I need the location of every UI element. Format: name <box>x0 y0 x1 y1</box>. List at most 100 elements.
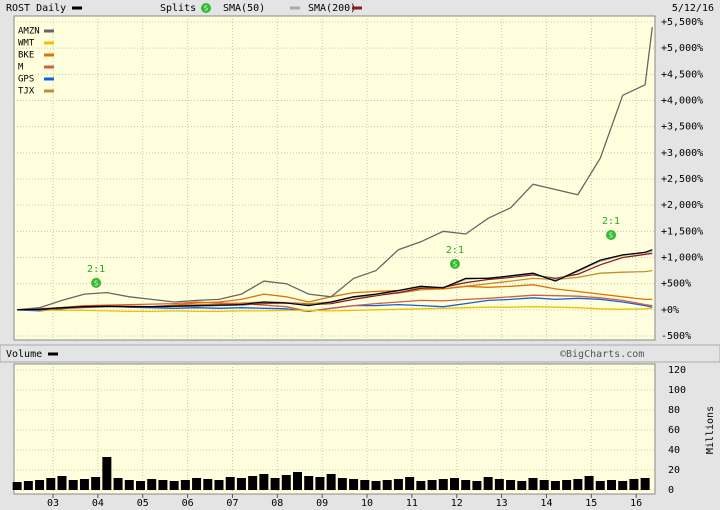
volume-bar <box>573 479 583 490</box>
splits-label: Splits <box>160 3 196 14</box>
volume-bar <box>281 475 291 490</box>
volume-bar <box>517 481 527 490</box>
volume-bar <box>12 482 22 490</box>
volume-bar <box>169 481 179 490</box>
volume-bar <box>113 478 123 490</box>
y-tick-label: +2,500% <box>661 174 703 185</box>
volume-bar <box>438 479 448 490</box>
x-tick-label: 16 <box>630 498 642 509</box>
split-icon: S <box>94 279 98 287</box>
x-tick-label: 05 <box>137 498 149 509</box>
y-tick-label: +3,500% <box>661 122 703 133</box>
y-tick-label: 120 <box>668 365 686 376</box>
series-line <box>17 249 653 311</box>
volume-bar <box>640 478 650 490</box>
x-tick-label: 13 <box>496 498 508 509</box>
legend-label: GPS <box>18 75 34 85</box>
volume-bar <box>494 479 504 490</box>
volume-bar <box>629 479 639 490</box>
volume-bar <box>349 479 359 490</box>
credit: ©BigCharts.com <box>560 349 644 360</box>
volume-bar <box>203 479 213 490</box>
volume-bar <box>584 476 594 490</box>
volume-bar <box>393 479 403 490</box>
volume-bar <box>427 480 437 490</box>
split-label: 2:1 <box>87 264 105 275</box>
y-axis-label: Millions <box>705 406 716 454</box>
volume-panel <box>13 363 656 495</box>
y-tick-label: 20 <box>668 465 680 476</box>
split-label: 2:1 <box>446 245 464 256</box>
series-line <box>17 27 653 311</box>
volume-bar <box>337 478 347 490</box>
x-tick-label: 08 <box>271 498 283 509</box>
volume-bar <box>259 474 269 490</box>
volume-bar <box>539 480 549 490</box>
legend-label: SMA(50) <box>223 3 265 14</box>
series-line <box>17 294 653 313</box>
date: 5/12/16 <box>672 3 714 14</box>
x-tick-label: 07 <box>226 498 238 509</box>
volume-bar <box>79 479 89 490</box>
price-panel <box>13 15 656 341</box>
volume-bar <box>449 478 459 490</box>
volume-bar <box>483 477 493 490</box>
volume-bar <box>326 474 336 490</box>
volume-bar <box>371 481 381 490</box>
y-tick-label: 0 <box>668 485 674 496</box>
volume-bar <box>225 477 235 490</box>
volume-bar <box>23 481 33 490</box>
x-tick-label: 09 <box>316 498 328 509</box>
volume-bar <box>270 478 280 490</box>
volume-bar <box>192 478 202 490</box>
splits-icon-text: S <box>204 5 208 13</box>
volume-bar <box>292 472 302 490</box>
volume-bar <box>248 476 258 490</box>
legend-label: AMZN <box>18 27 40 37</box>
y-tick-label: +4,000% <box>661 96 703 107</box>
x-tick-label: 03 <box>47 498 59 509</box>
y-tick-label: 60 <box>668 425 680 436</box>
volume-bar <box>472 481 482 490</box>
volume-bar <box>124 480 134 490</box>
legend-label: BKE <box>18 51 34 61</box>
volume-bar <box>618 481 628 490</box>
series-line <box>17 306 653 313</box>
x-tick-label: 15 <box>585 498 597 509</box>
volume-bar <box>46 478 56 490</box>
y-tick-label: 80 <box>668 405 680 416</box>
y-tick-label: +1,000% <box>661 253 703 264</box>
legend-label: TJX <box>18 87 35 97</box>
y-tick-label: +5,500% <box>661 17 703 28</box>
volume-bar <box>91 477 101 490</box>
legend-label: WMT <box>18 39 35 49</box>
x-tick-label: 11 <box>406 498 418 509</box>
volume-bar <box>315 477 325 490</box>
split-icon: S <box>609 231 613 239</box>
x-tick-label: 06 <box>182 498 194 509</box>
volume-bar <box>595 481 605 490</box>
volume-bar <box>528 478 538 490</box>
volume-bar <box>180 480 190 490</box>
volume-bar <box>506 480 516 490</box>
volume-bar <box>360 480 370 490</box>
split-marker <box>606 229 617 240</box>
y-tick-label: +3,000% <box>661 148 703 159</box>
x-tick-label: 04 <box>92 498 104 509</box>
volume-bar <box>135 481 145 490</box>
split-label: 2:1 <box>602 216 620 227</box>
volume-bar <box>102 457 112 490</box>
legend-label: Volume <box>6 349 42 360</box>
split-icon: S <box>453 260 457 268</box>
y-tick-label: +2,000% <box>661 200 703 211</box>
y-tick-label: +4,500% <box>661 69 703 80</box>
volume-bar <box>57 476 67 490</box>
volume-bar <box>304 476 314 490</box>
volume-bar <box>405 477 415 490</box>
legend-label: M <box>18 63 24 73</box>
volume-bar <box>158 480 168 490</box>
volume-bar <box>147 479 157 490</box>
y-tick-label: +500% <box>661 279 691 290</box>
volume-bar <box>35 480 45 490</box>
